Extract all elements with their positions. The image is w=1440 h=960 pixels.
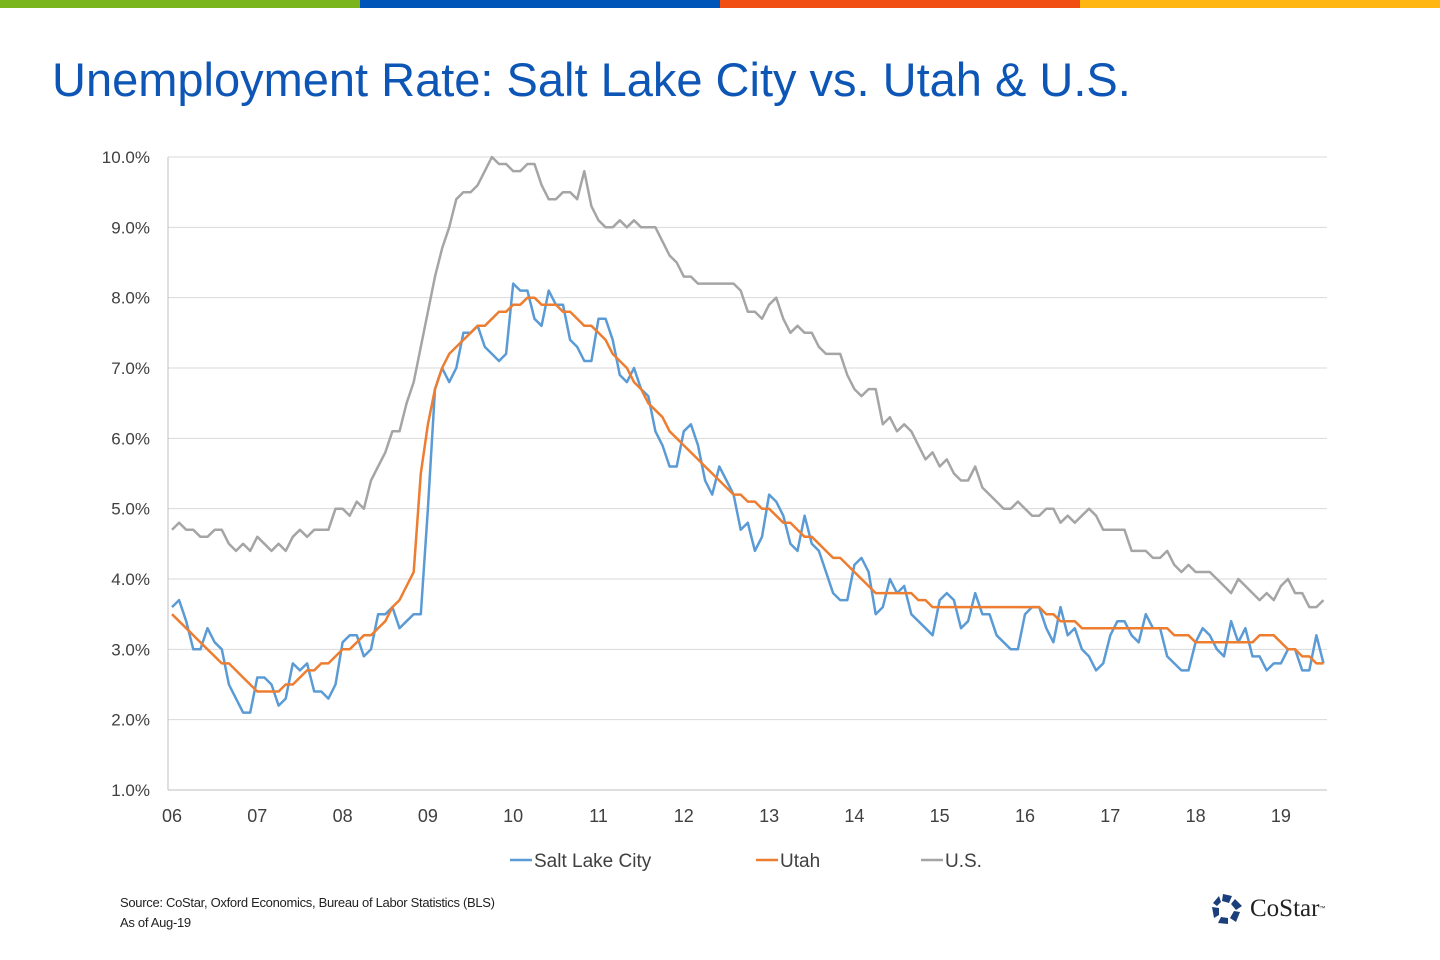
as-of-note: As of Aug-19 [120, 915, 191, 930]
brand-color-bar [0, 0, 1440, 8]
brand-bar-blue [360, 0, 720, 8]
y-tick-label: 1.0% [111, 781, 150, 800]
x-tick-label: 11 [589, 806, 608, 826]
costar-star-icon [1212, 894, 1242, 924]
trademark: ™ [1319, 906, 1326, 912]
y-tick-label: 9.0% [111, 218, 150, 237]
x-tick-label: 15 [930, 806, 950, 826]
legend-label: U.S. [945, 851, 982, 872]
x-tick-label: 17 [1100, 806, 1120, 826]
series-line-utah [171, 296, 1324, 693]
costar-logo: CoStar ™ [1210, 892, 1325, 926]
y-tick-label: 10.0% [102, 148, 150, 167]
y-tick-label: 4.0% [111, 570, 150, 589]
brand-bar-orange [720, 0, 1080, 8]
logo-text: CoStar [1250, 895, 1320, 922]
source-note: Source: CoStar, Oxford Economics, Bureau… [120, 895, 495, 910]
y-tick-label: 6.0% [111, 429, 150, 448]
x-tick-label: 18 [1186, 806, 1206, 826]
y-tick-label: 8.0% [111, 289, 150, 308]
y-tick-label: 2.0% [111, 711, 150, 730]
x-tick-label: 08 [333, 806, 353, 826]
series-line-u-s [171, 155, 1325, 609]
x-tick-label: 13 [759, 806, 779, 826]
x-tick-label: 14 [844, 806, 864, 826]
x-tick-label: 07 [247, 806, 267, 826]
x-tick-label: 10 [503, 806, 523, 826]
x-tick-label: 06 [162, 806, 182, 826]
page-title: Unemployment Rate: Salt Lake City vs. Ut… [52, 53, 1131, 106]
series-line-salt-lake-city [171, 282, 1325, 714]
brand-bar-green [0, 0, 360, 8]
y-tick-label: 7.0% [111, 359, 150, 378]
x-tick-label: 19 [1271, 806, 1291, 826]
y-tick-label: 3.0% [111, 640, 150, 659]
x-tick-label: 12 [674, 806, 694, 826]
legend-label: Utah [780, 851, 820, 872]
brand-bar-yellow [1080, 0, 1440, 8]
legend-label: Salt Lake City [534, 851, 652, 872]
y-tick-label: 5.0% [111, 500, 150, 519]
x-tick-label: 09 [418, 806, 438, 826]
x-tick-label: 16 [1015, 806, 1035, 826]
